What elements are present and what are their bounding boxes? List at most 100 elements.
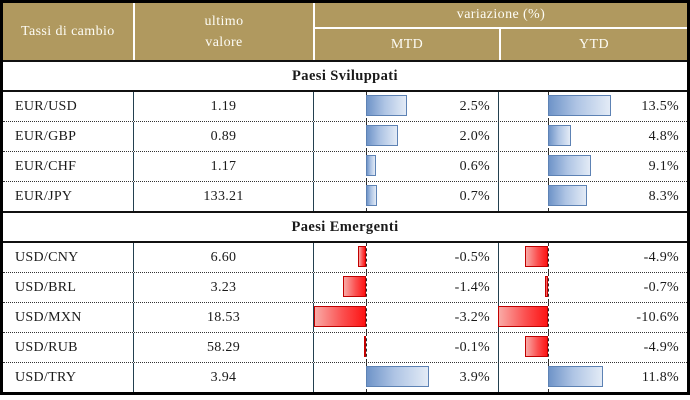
zero-axis <box>548 243 549 272</box>
ytd-bar-cell: 4.8% <box>498 122 687 151</box>
table-row: USD/TRY 3.94 3.9% 11.8% <box>3 363 687 392</box>
data-bar <box>548 155 591 176</box>
value-cell: 58.29 <box>133 333 313 362</box>
data-bar <box>364 336 366 357</box>
data-bar <box>525 246 548 267</box>
data-bar <box>366 125 398 146</box>
header-variazione: variazione (%) <box>315 3 687 29</box>
table-row: EUR/JPY 133.21 0.7% 8.3% <box>3 182 687 211</box>
percent-label: 4.8% <box>648 128 679 144</box>
data-bar <box>366 155 376 176</box>
mtd-bar-cell: 2.5% <box>313 92 498 121</box>
table-row: EUR/USD 1.19 2.5% 13.5% <box>3 92 687 122</box>
mtd-bar-cell: -0.1% <box>313 333 498 362</box>
data-bar <box>366 95 407 116</box>
mtd-bar-cell: -3.2% <box>313 303 498 332</box>
percent-label: 3.9% <box>459 369 490 385</box>
value-cell: 6.60 <box>133 243 313 272</box>
percent-label: 8.3% <box>648 188 679 204</box>
header-mtd: MTD <box>390 36 424 52</box>
table-row: USD/CNY 6.60 -0.5% -4.9% <box>3 243 687 273</box>
percent-label: 0.7% <box>459 188 490 204</box>
zero-axis <box>366 303 367 332</box>
percent-label: 2.5% <box>459 98 490 114</box>
data-bar <box>366 366 429 387</box>
data-bar <box>548 95 611 116</box>
zero-axis <box>366 273 367 302</box>
table-row: EUR/CHF 1.17 0.6% 9.1% <box>3 152 687 182</box>
value-cell: 18.53 <box>133 303 313 332</box>
percent-label: -1.4% <box>454 279 490 295</box>
zero-axis <box>366 243 367 272</box>
pair-cell: EUR/CHF <box>15 158 77 174</box>
section-label: Paesi Sviluppati <box>292 67 398 84</box>
zero-axis <box>548 333 549 362</box>
data-bar <box>358 246 366 267</box>
zero-axis <box>366 333 367 362</box>
data-bar <box>548 185 587 206</box>
percent-label: -4.9% <box>643 339 679 355</box>
pair-cell: EUR/GBP <box>15 128 77 144</box>
header-subrow: MTD YTD <box>315 29 687 60</box>
ytd-bar-cell: 8.3% <box>498 182 687 211</box>
data-bar <box>366 185 377 206</box>
table-header: Tassi di cambio ultimo valore variazione… <box>3 3 687 62</box>
pair-cell: USD/MXN <box>15 309 82 325</box>
table-row: USD/MXN 18.53 -3.2% -10.6% <box>3 303 687 333</box>
table-row: EUR/GBP 0.89 2.0% 4.8% <box>3 122 687 152</box>
header-ultimo-valore: ultimo valore <box>133 3 313 60</box>
section-band: Paesi Sviluppati <box>3 62 687 92</box>
table-row: USD/BRL 3.23 -1.4% -0.7% <box>3 273 687 303</box>
value-cell: 3.23 <box>133 273 313 302</box>
section-band: Paesi Emergenti <box>3 211 687 243</box>
value-cell: 0.89 <box>133 122 313 151</box>
pair-cell: USD/CNY <box>15 249 79 265</box>
percent-label: -10.6% <box>636 309 679 325</box>
pair-cell: USD/RUB <box>15 339 78 355</box>
header-variazione-group: variazione (%) MTD YTD <box>313 3 687 60</box>
value-cell: 1.19 <box>133 92 313 121</box>
data-bar <box>548 366 603 387</box>
pair-cell: USD/TRY <box>15 369 77 385</box>
percent-label: 11.8% <box>641 369 679 385</box>
ytd-bar-cell: -4.9% <box>498 243 687 272</box>
mtd-bar-cell: 3.9% <box>313 363 498 392</box>
header-ultimo: ultimo <box>204 13 244 29</box>
data-bar <box>498 306 548 327</box>
percent-label: -0.1% <box>454 339 490 355</box>
percent-label: -3.2% <box>454 309 490 325</box>
percent-label: 2.0% <box>459 128 490 144</box>
table-body: Paesi Sviluppati EUR/USD 1.19 2.5% 13.5%… <box>3 62 687 392</box>
percent-label: 0.6% <box>459 158 490 174</box>
value-cell: 1.17 <box>133 152 313 181</box>
value-cell: 133.21 <box>133 182 313 211</box>
ytd-bar-cell: -0.7% <box>498 273 687 302</box>
ytd-bar-cell: -10.6% <box>498 303 687 332</box>
ytd-bar-cell: -4.9% <box>498 333 687 362</box>
pair-cell: EUR/JPY <box>15 188 73 204</box>
data-bar <box>314 306 366 327</box>
data-bar <box>525 336 548 357</box>
table-row: USD/RUB 58.29 -0.1% -4.9% <box>3 333 687 363</box>
ytd-bar-cell: 13.5% <box>498 92 687 121</box>
percent-label: 9.1% <box>648 158 679 174</box>
mtd-bar-cell: -0.5% <box>313 243 498 272</box>
value-cell: 3.94 <box>133 363 313 392</box>
mtd-bar-cell: 0.6% <box>313 152 498 181</box>
data-bar <box>548 125 571 146</box>
data-bar <box>545 276 548 297</box>
mtd-bar-cell: 2.0% <box>313 122 498 151</box>
header-tassi-di-cambio: Tassi di cambio <box>21 23 115 39</box>
percent-label: -4.9% <box>643 249 679 265</box>
zero-axis <box>548 273 549 302</box>
header-ytd: YTD <box>499 29 687 60</box>
pair-cell: EUR/USD <box>15 98 77 114</box>
percent-label: -0.7% <box>643 279 679 295</box>
percent-label: -0.5% <box>454 249 490 265</box>
section-label: Paesi Emergenti <box>291 218 399 235</box>
ytd-bar-cell: 11.8% <box>498 363 687 392</box>
ytd-bar-cell: 9.1% <box>498 152 687 181</box>
header-valore: valore <box>205 34 243 50</box>
